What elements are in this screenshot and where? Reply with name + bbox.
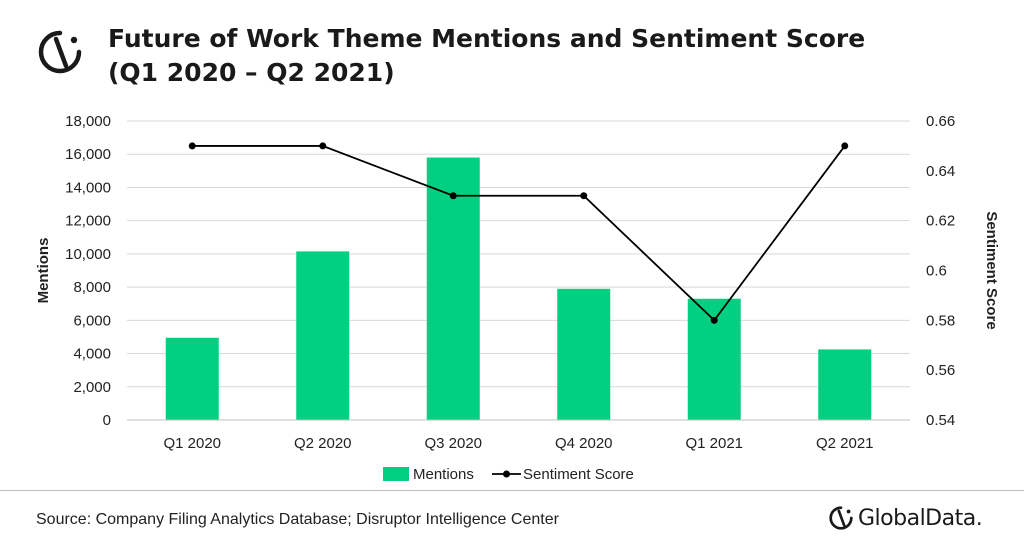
y2-tick-label: 0.66 bbox=[926, 113, 955, 130]
y2-tick-label: 0.58 bbox=[926, 312, 955, 329]
bar-mentions bbox=[165, 337, 219, 420]
title-line-2: (Q1 2020 – Q2 2021) bbox=[108, 58, 395, 87]
sentiment-point bbox=[841, 142, 849, 150]
y-tick-label: 18,000 bbox=[65, 113, 111, 130]
sentiment-point bbox=[188, 142, 196, 150]
y-tick-label: 4,000 bbox=[73, 346, 111, 363]
footer-divider bbox=[0, 490, 1024, 491]
y2-tick-label: 0.6 bbox=[926, 263, 947, 280]
x-tick-label: Q2 2021 bbox=[816, 435, 874, 452]
bar-mentions bbox=[557, 288, 611, 420]
bar-mentions bbox=[296, 251, 350, 420]
legend-label-mentions: Mentions bbox=[413, 466, 474, 483]
x-tick-label: Q1 2021 bbox=[685, 435, 743, 452]
sentiment-point bbox=[710, 316, 718, 324]
sentiment-point bbox=[449, 192, 457, 200]
legend-swatch-mentions bbox=[383, 467, 409, 481]
brand-logo: GlobalData. bbox=[828, 505, 983, 531]
legend-marker-sentiment bbox=[503, 470, 510, 478]
y-tick-label: 16,000 bbox=[65, 146, 111, 163]
y2-tick-label: 0.62 bbox=[926, 213, 955, 230]
sentiment-point bbox=[319, 142, 327, 150]
x-tick-label: Q1 2020 bbox=[163, 435, 221, 452]
source-note: Source: Company Filing Analytics Databas… bbox=[36, 511, 559, 528]
y-tick-label: 8,000 bbox=[73, 279, 111, 296]
globaldata-brand-icon bbox=[829, 506, 853, 530]
y2-tick-label: 0.64 bbox=[926, 163, 955, 180]
y-tick-label: 2,000 bbox=[73, 379, 111, 396]
brand-name: GlobalData. bbox=[858, 505, 983, 531]
y2-tick-label: 0.54 bbox=[926, 412, 955, 429]
y-tick-label: 14,000 bbox=[65, 179, 111, 196]
y-tick-label: 6,000 bbox=[73, 312, 111, 329]
sentiment-point bbox=[580, 192, 588, 200]
x-tick-label: Q4 2020 bbox=[555, 435, 613, 452]
globaldata-logo-icon bbox=[38, 30, 82, 74]
x-tick-label: Q3 2020 bbox=[424, 435, 482, 452]
y2-axis-title: Sentiment Score bbox=[983, 211, 1000, 329]
y-tick-label: 10,000 bbox=[65, 246, 111, 263]
y2-tick-label: 0.56 bbox=[926, 362, 955, 379]
y-tick-label: 12,000 bbox=[65, 213, 111, 230]
x-tick-label: Q2 2020 bbox=[294, 435, 352, 452]
sentiment-line bbox=[192, 145, 846, 322]
bar-mentions bbox=[426, 157, 480, 421]
legend-label-sentiment: Sentiment Score bbox=[523, 466, 634, 483]
chart-area: 0 2,000 4,000 6,000 8,000 10,000 12,000 14,000 1… bbox=[35, 113, 1000, 483]
title-line-1: Future of Work Theme Mentions and Sentim… bbox=[108, 24, 866, 53]
y-tick-label: 0 bbox=[103, 412, 111, 429]
chart-title: Future of Work Theme Mentions and Sentim… bbox=[108, 22, 865, 90]
bar-mentions bbox=[818, 349, 872, 420]
y-axis-title: Mentions bbox=[35, 238, 52, 304]
